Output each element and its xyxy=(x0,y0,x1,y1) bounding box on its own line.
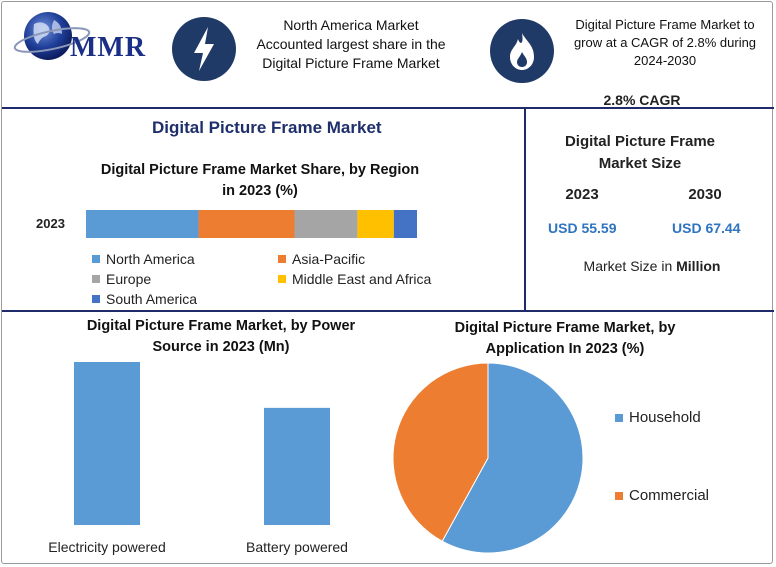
globe-icon xyxy=(13,12,91,60)
market-size-title-line-2: Market Size xyxy=(598,155,682,172)
legend-south-america: South America xyxy=(92,291,197,307)
legend-north-america: North America xyxy=(92,251,195,267)
cagr-line-1: Digital Picture Frame Market to xyxy=(575,17,755,32)
power-bar-electricity-powered xyxy=(74,362,140,525)
market-size-footer-unit: Million xyxy=(676,258,721,274)
bottom-divider xyxy=(2,310,774,312)
market-size-footer: Market Size in Million xyxy=(552,258,752,274)
legend-europe: Europe xyxy=(92,271,151,287)
region-segment-middle-east-and-africa xyxy=(357,210,394,238)
legend-mea: Middle East and Africa xyxy=(278,271,431,287)
application-chart-title-line-1: Digital Picture Frame Market, by xyxy=(454,320,676,336)
region-segment-europe xyxy=(294,210,358,238)
power-bar-chart xyxy=(74,362,330,525)
value-2030: USD 67.44 xyxy=(672,220,741,236)
region-segment-north-america xyxy=(86,210,199,238)
legend-commercial-label: Commercial xyxy=(629,487,710,504)
region-segment-south-america xyxy=(393,210,417,238)
mmr-logo: MMR xyxy=(8,6,158,66)
flame-icon xyxy=(510,33,534,70)
legend-household: Household xyxy=(615,409,701,426)
legend-south-america-swatch xyxy=(92,295,100,303)
legend-commercial: Commercial xyxy=(615,487,709,504)
main-title: Digital Picture Frame Market xyxy=(152,118,382,137)
cagr-line-3: 2024-2030 xyxy=(633,53,697,68)
region-segment-asia-pacific xyxy=(198,210,295,238)
legend-asia-pacific-label: Asia-Pacific xyxy=(292,251,366,267)
north-america-line-2: Accounted largest share in the xyxy=(256,36,446,52)
year-2030: 2030 xyxy=(688,186,722,203)
lightning-circle xyxy=(172,17,236,81)
flame-circle xyxy=(490,19,554,83)
pie-slice-commercial xyxy=(392,362,489,542)
legend-north-america-label: North America xyxy=(106,251,195,267)
legend-europe-swatch xyxy=(92,275,100,283)
legend-mea-label: Middle East and Africa xyxy=(292,271,432,287)
north-america-line-3: Digital Picture Frame Market xyxy=(262,55,440,71)
right-panel-divider xyxy=(524,108,526,310)
pie-slice-household xyxy=(441,362,584,554)
power-chart-title-line-1: Digital Picture Frame Market, by Power xyxy=(86,318,356,334)
region-stacked-bar xyxy=(86,210,417,238)
region-category-label: 2023 xyxy=(36,216,65,231)
legend-mea-swatch xyxy=(278,275,286,283)
value-2023: USD 55.59 xyxy=(548,220,617,236)
market-size-title-line-1: Digital Picture Frame xyxy=(564,133,716,150)
legend-asia-pacific: Asia-Pacific xyxy=(278,251,365,267)
power-category-battery: Battery powered xyxy=(246,539,348,555)
legend-europe-label: Europe xyxy=(106,271,152,287)
cagr-value: 2.8% CAGR xyxy=(603,92,681,108)
market-size-title: Digital Picture Frame Market Size xyxy=(540,131,740,175)
legend-household-swatch xyxy=(615,413,623,422)
application-chart-title: Digital Picture Frame Market, by Applica… xyxy=(414,318,716,360)
region-chart-title-line-1: Digital Picture Frame Market Share, by R… xyxy=(100,162,420,178)
cagr-line-2: grow at a CAGR of 2.8% during xyxy=(573,35,757,50)
logo-text: MMR xyxy=(70,32,147,63)
top-divider xyxy=(2,107,774,109)
legend-asia-pacific-swatch xyxy=(278,255,286,263)
legend-household-label: Household xyxy=(629,409,701,426)
cagr-text: Digital Picture Frame Market to grow at … xyxy=(562,16,768,70)
application-pie-chart xyxy=(392,362,584,554)
region-chart-title-line-2: in 2023 (%) xyxy=(222,183,298,199)
year-2023: 2023 xyxy=(565,186,599,203)
power-category-electricity: Electricity powered xyxy=(48,539,166,555)
legend-north-america-swatch xyxy=(92,255,100,263)
application-chart-title-line-2: Application In 2023 (%) xyxy=(485,341,645,357)
north-america-line-1: North America Market xyxy=(283,17,419,33)
market-size-footer-prefix: Market Size in xyxy=(583,258,677,274)
region-chart-title: Digital Picture Frame Market Share, by R… xyxy=(80,160,440,202)
power-chart-title-line-2: Source in 2023 (Mn) xyxy=(152,339,290,355)
power-bar-battery-powered xyxy=(264,407,330,525)
lightning-icon xyxy=(194,27,214,71)
legend-commercial-swatch xyxy=(615,491,623,500)
power-chart-title: Digital Picture Frame Market, by Power S… xyxy=(46,316,396,358)
legend-south-america-label: South America xyxy=(106,291,198,307)
north-america-text: North America Market Accounted largest s… xyxy=(244,16,458,73)
